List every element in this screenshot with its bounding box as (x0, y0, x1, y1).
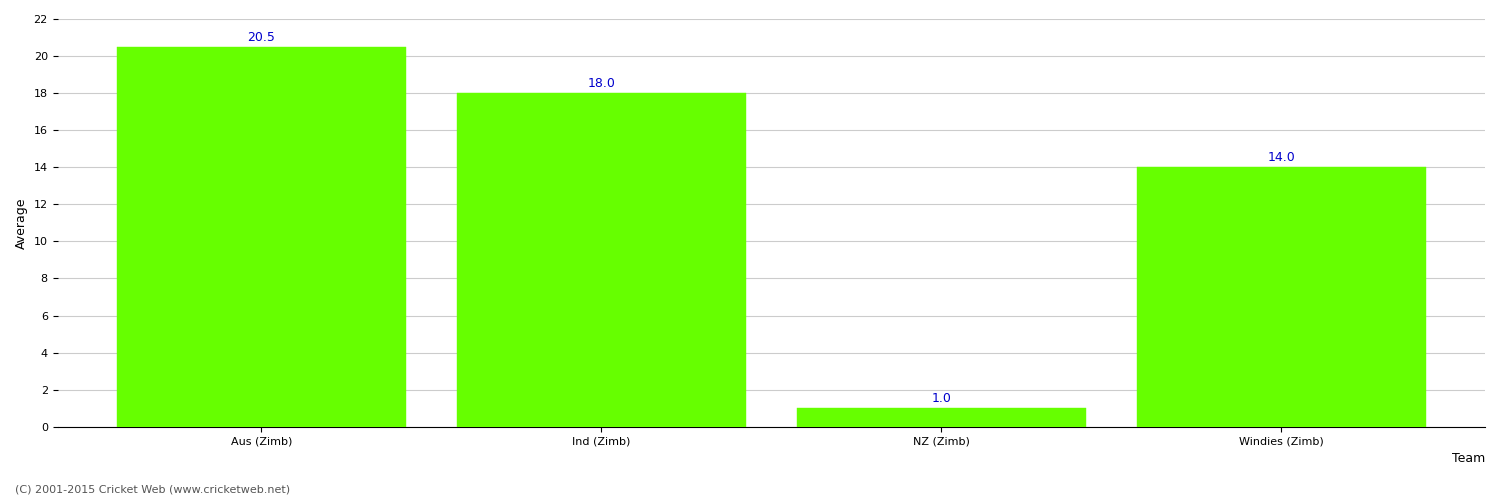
Text: 18.0: 18.0 (588, 78, 615, 90)
Bar (117, 47, 406, 426)
Text: 1.0: 1.0 (932, 392, 951, 406)
Bar (796, 408, 1086, 426)
Text: 20.5: 20.5 (248, 31, 276, 44)
Bar (458, 93, 746, 426)
Bar (1137, 168, 1425, 426)
Text: 14.0: 14.0 (1268, 152, 1294, 164)
Y-axis label: Average: Average (15, 197, 28, 248)
Text: (C) 2001-2015 Cricket Web (www.cricketweb.net): (C) 2001-2015 Cricket Web (www.cricketwe… (15, 485, 290, 495)
X-axis label: Team: Team (1452, 452, 1485, 465)
